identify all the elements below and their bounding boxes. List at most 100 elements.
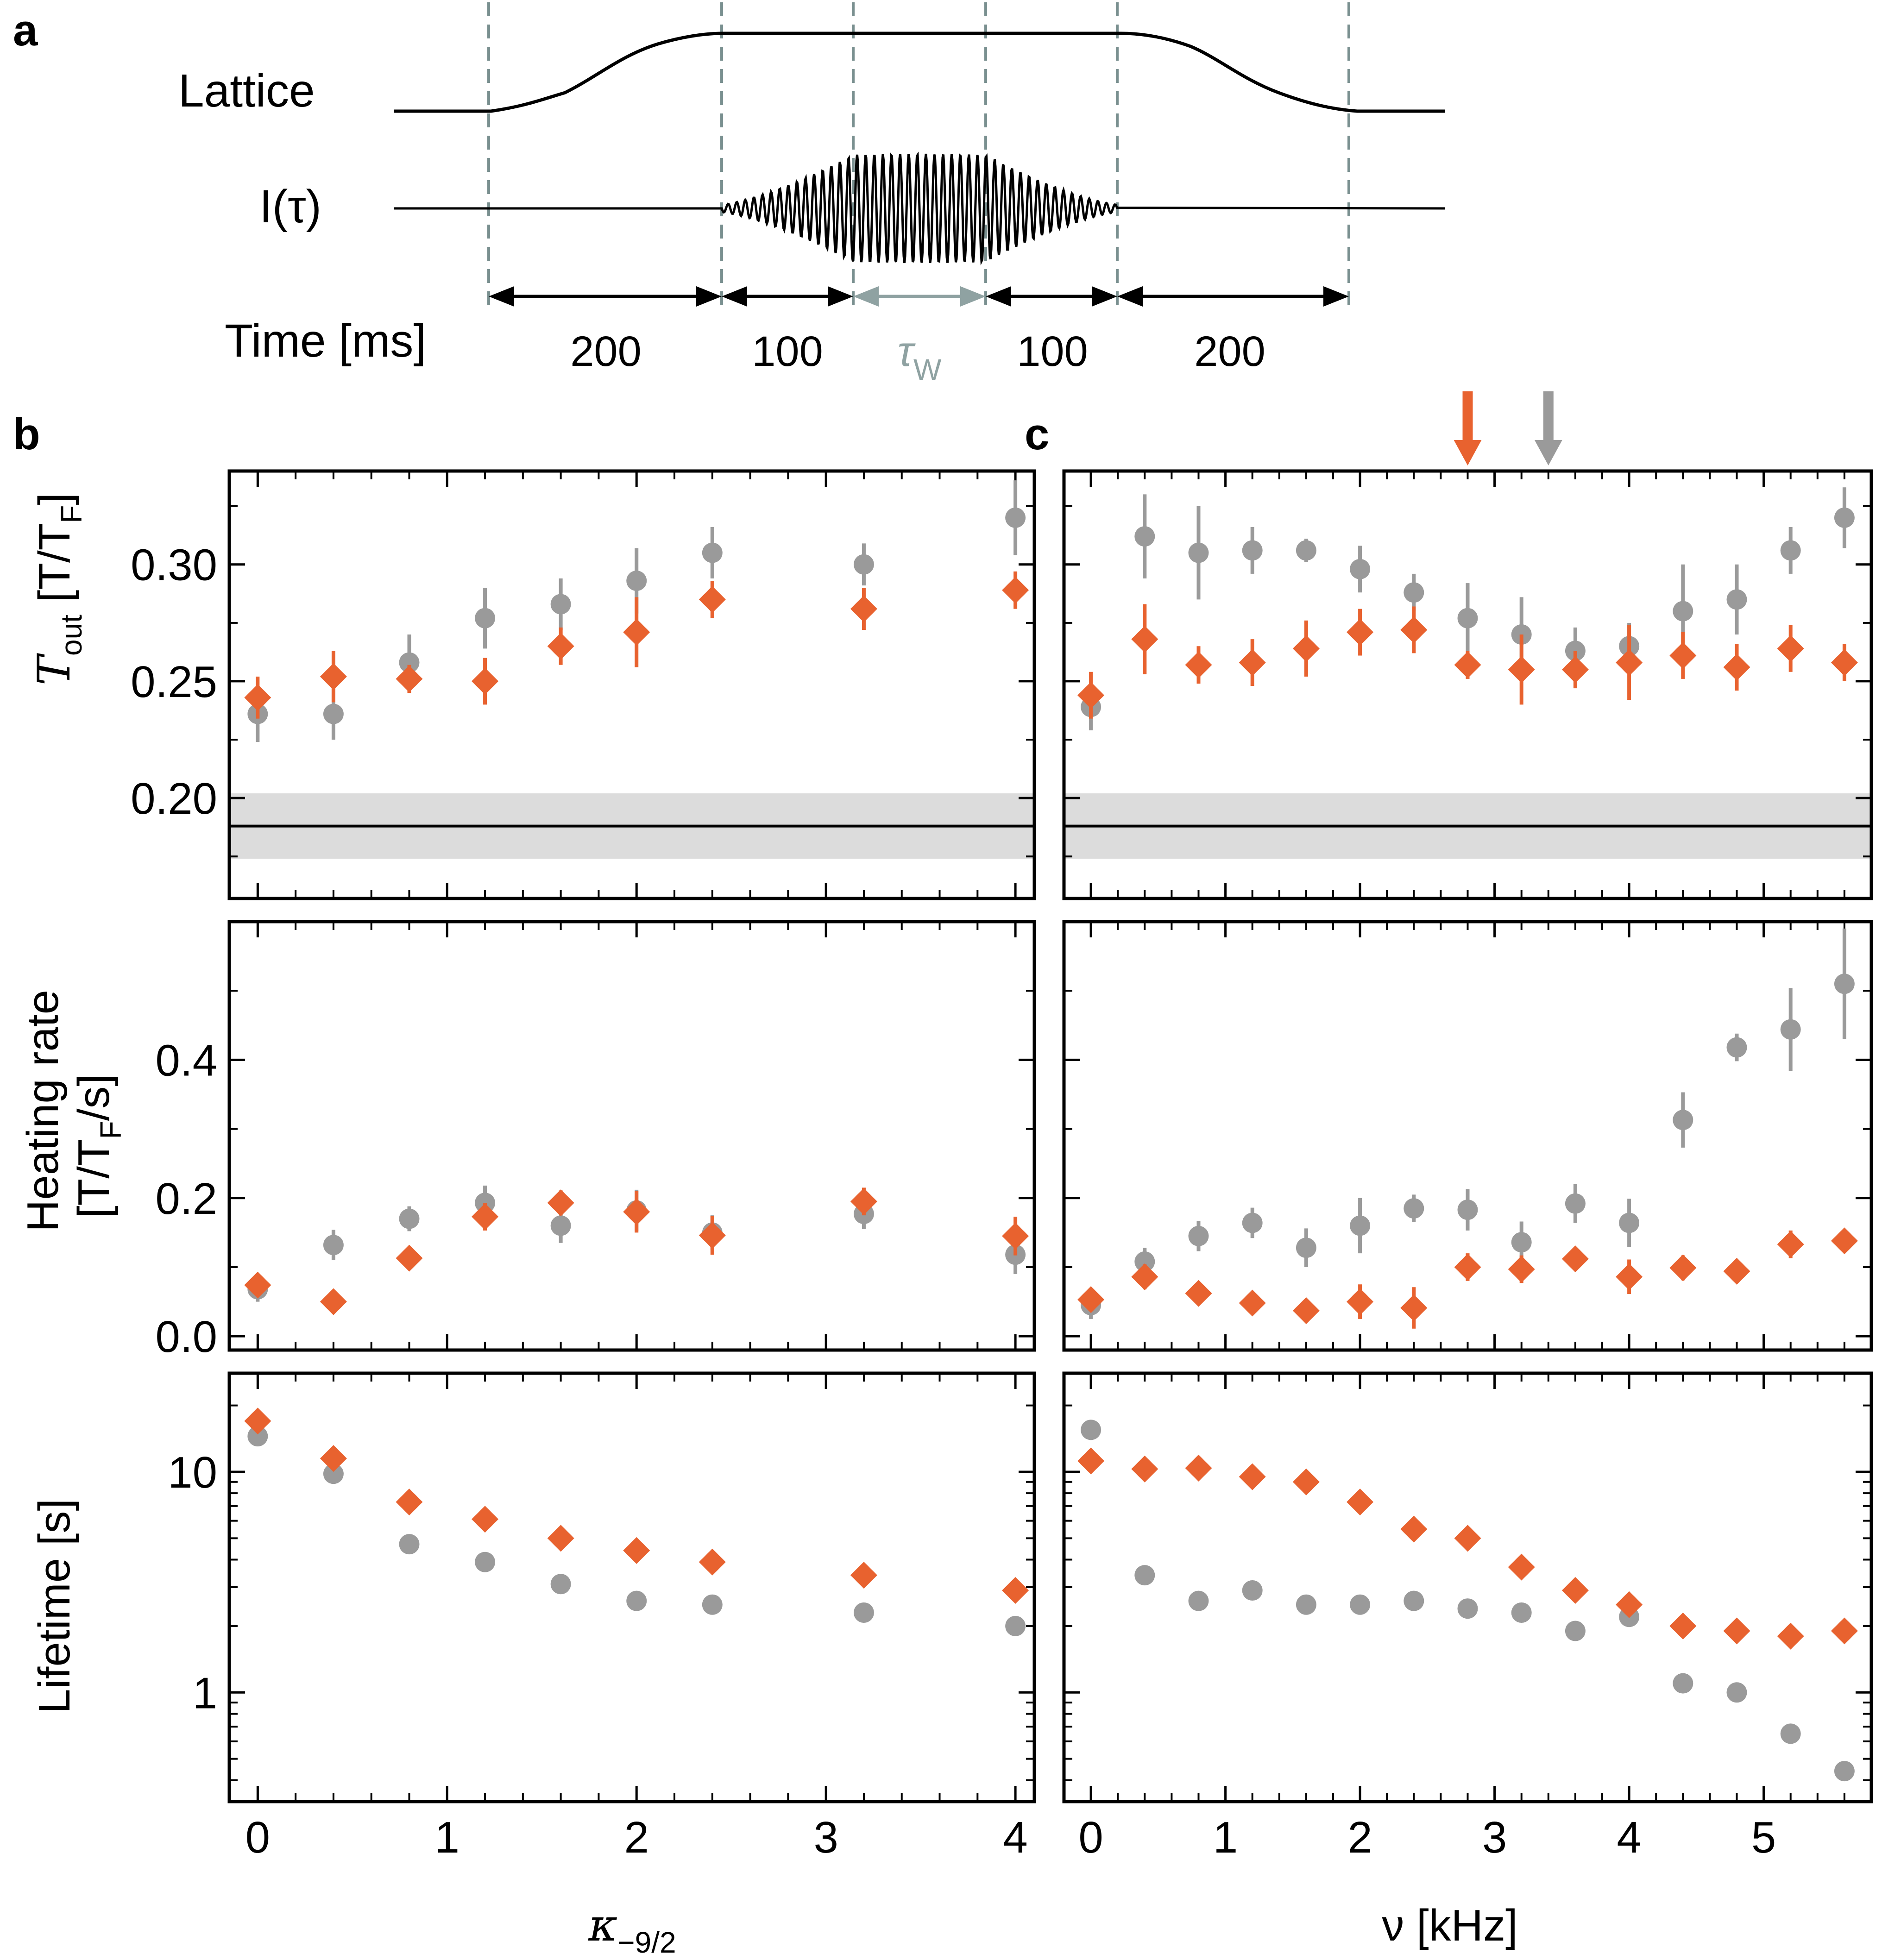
phase-boundaries bbox=[487, 2, 1350, 313]
data-point-gray bbox=[1134, 526, 1155, 547]
series-orange bbox=[1077, 1447, 1858, 1650]
ytick-label: 0.4 bbox=[156, 1036, 217, 1085]
data-point-gray bbox=[550, 1574, 571, 1595]
xlabel-b-symbol: κ bbox=[588, 1899, 617, 1951]
data-point-gray bbox=[399, 652, 420, 673]
data-point-orange bbox=[1454, 1525, 1481, 1552]
segment-label-mod-ramp-down: 100 bbox=[1017, 328, 1088, 375]
ylabel-heating-unit-open: [T/T bbox=[69, 1139, 119, 1218]
ticks bbox=[229, 1373, 1034, 1802]
data-point-gray bbox=[1242, 1580, 1263, 1601]
ylabel-heating-unit-subscript: F bbox=[94, 1121, 127, 1139]
data-point-orange bbox=[320, 663, 347, 690]
data-point-gray bbox=[702, 542, 723, 563]
ticks bbox=[1064, 1373, 1871, 1802]
plot-frame bbox=[1062, 1371, 1873, 1803]
data-point-gray bbox=[1511, 1602, 1532, 1623]
xlabel-panel-c: ν [kHz] bbox=[1382, 1901, 1517, 1950]
plot-frame bbox=[1062, 920, 1873, 1352]
data-point-gray bbox=[1296, 540, 1316, 561]
segment-arrow-head-left-0 bbox=[489, 286, 514, 307]
panel-c-lifetime: 0 1 2 3 4 5 bbox=[1062, 1371, 1873, 1862]
data-point-orange bbox=[1777, 1231, 1804, 1258]
plot-frame bbox=[1062, 469, 1873, 900]
xtick-label: 1 bbox=[435, 1813, 459, 1862]
segment-arrow-head-right-3 bbox=[1092, 286, 1117, 307]
data-point-gray bbox=[1188, 542, 1209, 563]
data-point-orange bbox=[547, 1189, 574, 1217]
data-point-gray bbox=[853, 1602, 874, 1623]
ytick-label: 10 bbox=[168, 1448, 217, 1497]
ticks bbox=[1064, 922, 1871, 1350]
data-point-orange bbox=[320, 1288, 347, 1315]
data-point-gray bbox=[1005, 507, 1026, 528]
data-point-orange bbox=[1561, 1577, 1589, 1604]
data-point-orange bbox=[1292, 635, 1320, 662]
data-point-orange bbox=[1616, 1591, 1643, 1618]
data-point-gray bbox=[1005, 1615, 1026, 1636]
data-point-gray bbox=[1780, 1019, 1801, 1040]
data-point-orange bbox=[850, 1562, 877, 1589]
series-gray bbox=[247, 1426, 1026, 1636]
data-point-gray bbox=[626, 1590, 647, 1611]
data-point-orange bbox=[1669, 1254, 1697, 1282]
ytick-label: 1 bbox=[193, 1668, 217, 1718]
data-point-orange bbox=[472, 1203, 499, 1231]
data-point-gray bbox=[550, 1215, 571, 1236]
series-orange bbox=[1077, 1227, 1858, 1329]
data-point-orange bbox=[1561, 656, 1589, 683]
data-point-gray bbox=[1565, 1621, 1586, 1641]
data-point-orange bbox=[1002, 1222, 1029, 1250]
plot-frame bbox=[227, 1371, 1036, 1803]
data-point-gray bbox=[1242, 540, 1263, 561]
data-point-orange bbox=[1616, 1263, 1643, 1290]
data-point-orange bbox=[1723, 1617, 1750, 1645]
data-point-gray bbox=[475, 1552, 496, 1572]
data-point-orange bbox=[1831, 649, 1858, 676]
segment-label-ramp-up: 200 bbox=[570, 328, 642, 375]
data-point-orange bbox=[1400, 616, 1428, 643]
ylabel-tout: Tout [T/TF] bbox=[28, 493, 88, 685]
panel-b-tout: 0.20 0.25 0.30 bbox=[131, 469, 1036, 900]
resonance-arrows bbox=[1454, 391, 1562, 465]
segment-arrow-head-right-4 bbox=[1323, 286, 1349, 307]
panel-c-letter: c bbox=[1025, 409, 1049, 459]
data-point-orange bbox=[1002, 1577, 1029, 1604]
data-point-gray bbox=[1673, 1673, 1693, 1694]
data-point-orange bbox=[1831, 1617, 1858, 1645]
data-point-orange bbox=[1347, 1489, 1374, 1516]
series-orange bbox=[244, 1187, 1029, 1315]
data-point-orange bbox=[1292, 1297, 1320, 1324]
data-point-orange bbox=[1777, 635, 1804, 662]
data-point-gray bbox=[702, 1594, 723, 1615]
data-point-orange bbox=[1131, 1263, 1158, 1290]
data-point-orange bbox=[1508, 1553, 1535, 1581]
xtick-label: 4 bbox=[1003, 1813, 1027, 1862]
ylabel-lifetime: Lifetime [s] bbox=[30, 1499, 79, 1714]
segment-label-wait-time: τW bbox=[898, 328, 942, 386]
xlabel-b-subscript: −9/2 bbox=[617, 1926, 676, 1959]
series-orange bbox=[244, 1407, 1029, 1604]
ticks bbox=[1064, 471, 1871, 898]
data-point-gray bbox=[1834, 507, 1855, 528]
data-point-orange bbox=[1077, 682, 1105, 709]
data-point-gray bbox=[1780, 540, 1801, 561]
data-point-orange bbox=[1002, 577, 1029, 604]
data-point-orange bbox=[1185, 1280, 1212, 1307]
data-point-orange bbox=[244, 1271, 271, 1299]
data-point-orange bbox=[1454, 651, 1481, 678]
ylabel-heating-line1: Heating rate bbox=[18, 990, 68, 1232]
data-point-orange bbox=[1561, 1245, 1589, 1273]
ylabel-tout-unit-subscript: F bbox=[55, 505, 88, 523]
panel-b-letter: b bbox=[13, 409, 40, 459]
data-point-gray bbox=[1404, 1198, 1424, 1219]
data-point-gray bbox=[853, 554, 874, 575]
data-point-gray bbox=[1726, 589, 1747, 610]
ylabel-heating-line2: [T/TF/s] bbox=[69, 1074, 127, 1218]
data-point-gray bbox=[1726, 1682, 1747, 1703]
ytick-label: 0.2 bbox=[156, 1174, 217, 1224]
data-point-gray bbox=[1350, 1215, 1371, 1236]
data-point-gray bbox=[1457, 1200, 1478, 1220]
data-point-orange bbox=[1239, 1463, 1266, 1490]
panel-c-tout bbox=[1062, 469, 1873, 900]
